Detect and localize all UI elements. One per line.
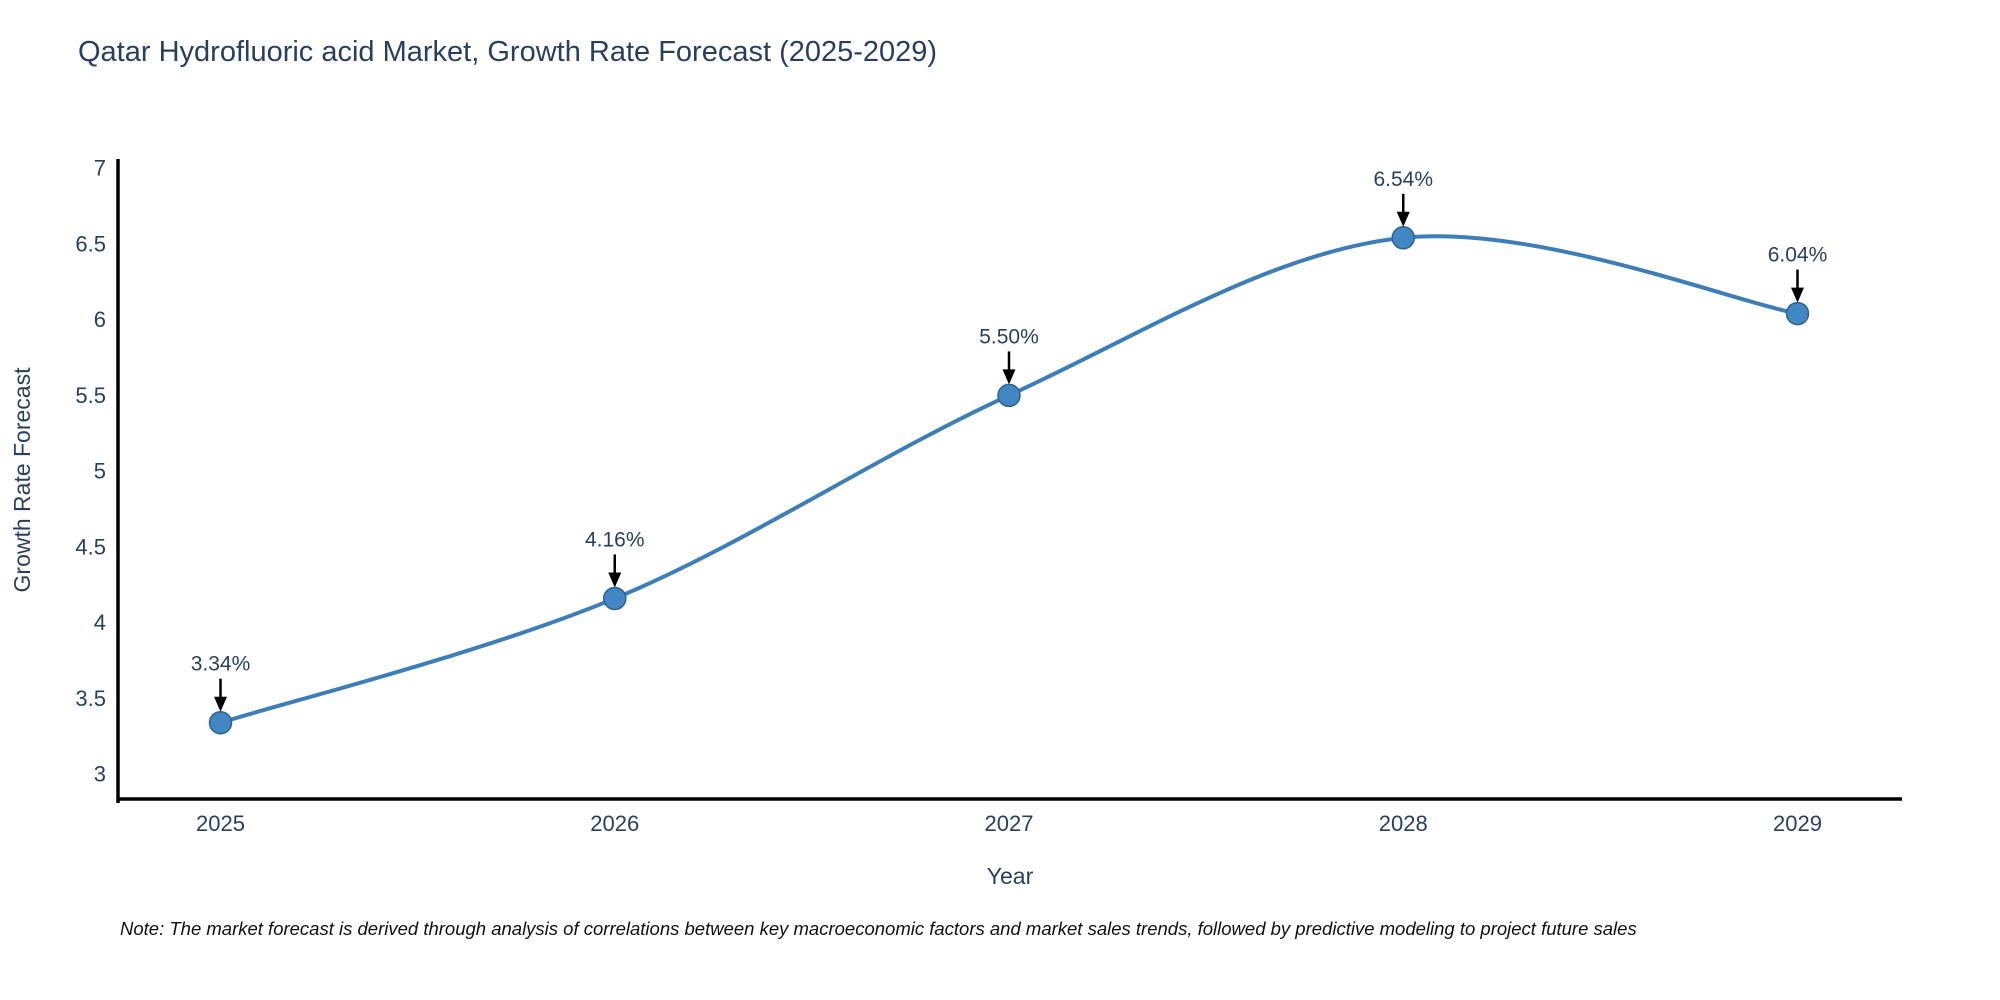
y-tick-label-3.5: 3.5 bbox=[75, 686, 106, 711]
point-annotation-2029: 6.04% bbox=[1768, 244, 1828, 303]
x-tick-label-2026: 2026 bbox=[590, 811, 639, 836]
data-point-2027 bbox=[997, 383, 1021, 408]
data-point-2029 bbox=[1785, 301, 1810, 326]
point-annotation-2028: 6.54% bbox=[1373, 168, 1433, 227]
chart-footnote: Note: The market forecast is derived thr… bbox=[120, 918, 1637, 939]
chart-title: Qatar Hydrofluoric acid Market, Growth R… bbox=[78, 36, 938, 68]
y-axis-title: Growth Rate Forecast bbox=[9, 367, 35, 593]
point-annotation-label: 4.16% bbox=[585, 528, 645, 551]
x-tick-label-2028: 2028 bbox=[1379, 811, 1428, 836]
y-tick-label-5.5: 5.5 bbox=[75, 383, 106, 408]
x-tick-label-2025: 2025 bbox=[196, 811, 245, 836]
point-annotation-2027: 5.50% bbox=[979, 325, 1039, 385]
point-annotation-2025: 3.34% bbox=[191, 653, 251, 712]
y-tick-label-4: 4 bbox=[94, 610, 106, 635]
series-layer bbox=[208, 226, 1810, 735]
y-tick-label-4.5: 4.5 bbox=[75, 534, 106, 559]
data-point-2028 bbox=[1391, 226, 1415, 250]
annotation-arrowhead-icon bbox=[1396, 211, 1410, 227]
annotation-arrowhead-icon bbox=[1790, 287, 1804, 303]
annotation-arrowhead-icon bbox=[1002, 369, 1016, 385]
y-tick-label-3: 3 bbox=[94, 762, 106, 787]
annotation-layer: 3.34% 4.16% 5.50% 6.54% 6.04% bbox=[191, 168, 1828, 712]
x-tick-label-2029: 2029 bbox=[1773, 811, 1822, 836]
point-annotation-label: 6.04% bbox=[1768, 244, 1828, 267]
data-point-2026 bbox=[603, 586, 627, 611]
point-annotation-label: 5.50% bbox=[979, 325, 1039, 348]
x-tick-label-2027: 2027 bbox=[985, 811, 1034, 836]
annotation-arrowhead-icon bbox=[608, 572, 622, 588]
y-tick-label-6: 6 bbox=[94, 307, 106, 332]
x-axis-title: Year bbox=[987, 863, 1034, 889]
y-tick-label-6.5: 6.5 bbox=[75, 231, 106, 256]
data-point-2025 bbox=[208, 710, 233, 735]
series-line-growth-rate-forecast bbox=[218, 234, 1800, 725]
axes-layer: 3 3.5 4 4.5 5 5.5 6 6.5 7 2025 2026 2027 2028 2029 bbox=[75, 156, 1902, 836]
point-annotation-label: 3.34% bbox=[191, 653, 251, 676]
annotation-arrowhead-icon bbox=[214, 696, 228, 712]
y-tick-label-5: 5 bbox=[94, 459, 106, 484]
point-annotation-2026: 4.16% bbox=[585, 528, 645, 588]
point-annotation-label: 6.54% bbox=[1373, 168, 1433, 191]
y-tick-label-7: 7 bbox=[94, 156, 106, 181]
